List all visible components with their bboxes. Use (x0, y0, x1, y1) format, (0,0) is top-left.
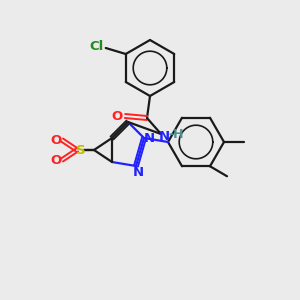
Text: N: N (132, 166, 144, 178)
Text: S: S (76, 143, 86, 157)
Text: -H: -H (168, 128, 184, 140)
Text: N: N (158, 130, 169, 142)
Text: N: N (143, 131, 155, 145)
Text: O: O (50, 134, 62, 146)
Text: O: O (111, 110, 123, 122)
Text: O: O (50, 154, 62, 166)
Text: Cl: Cl (90, 40, 104, 52)
